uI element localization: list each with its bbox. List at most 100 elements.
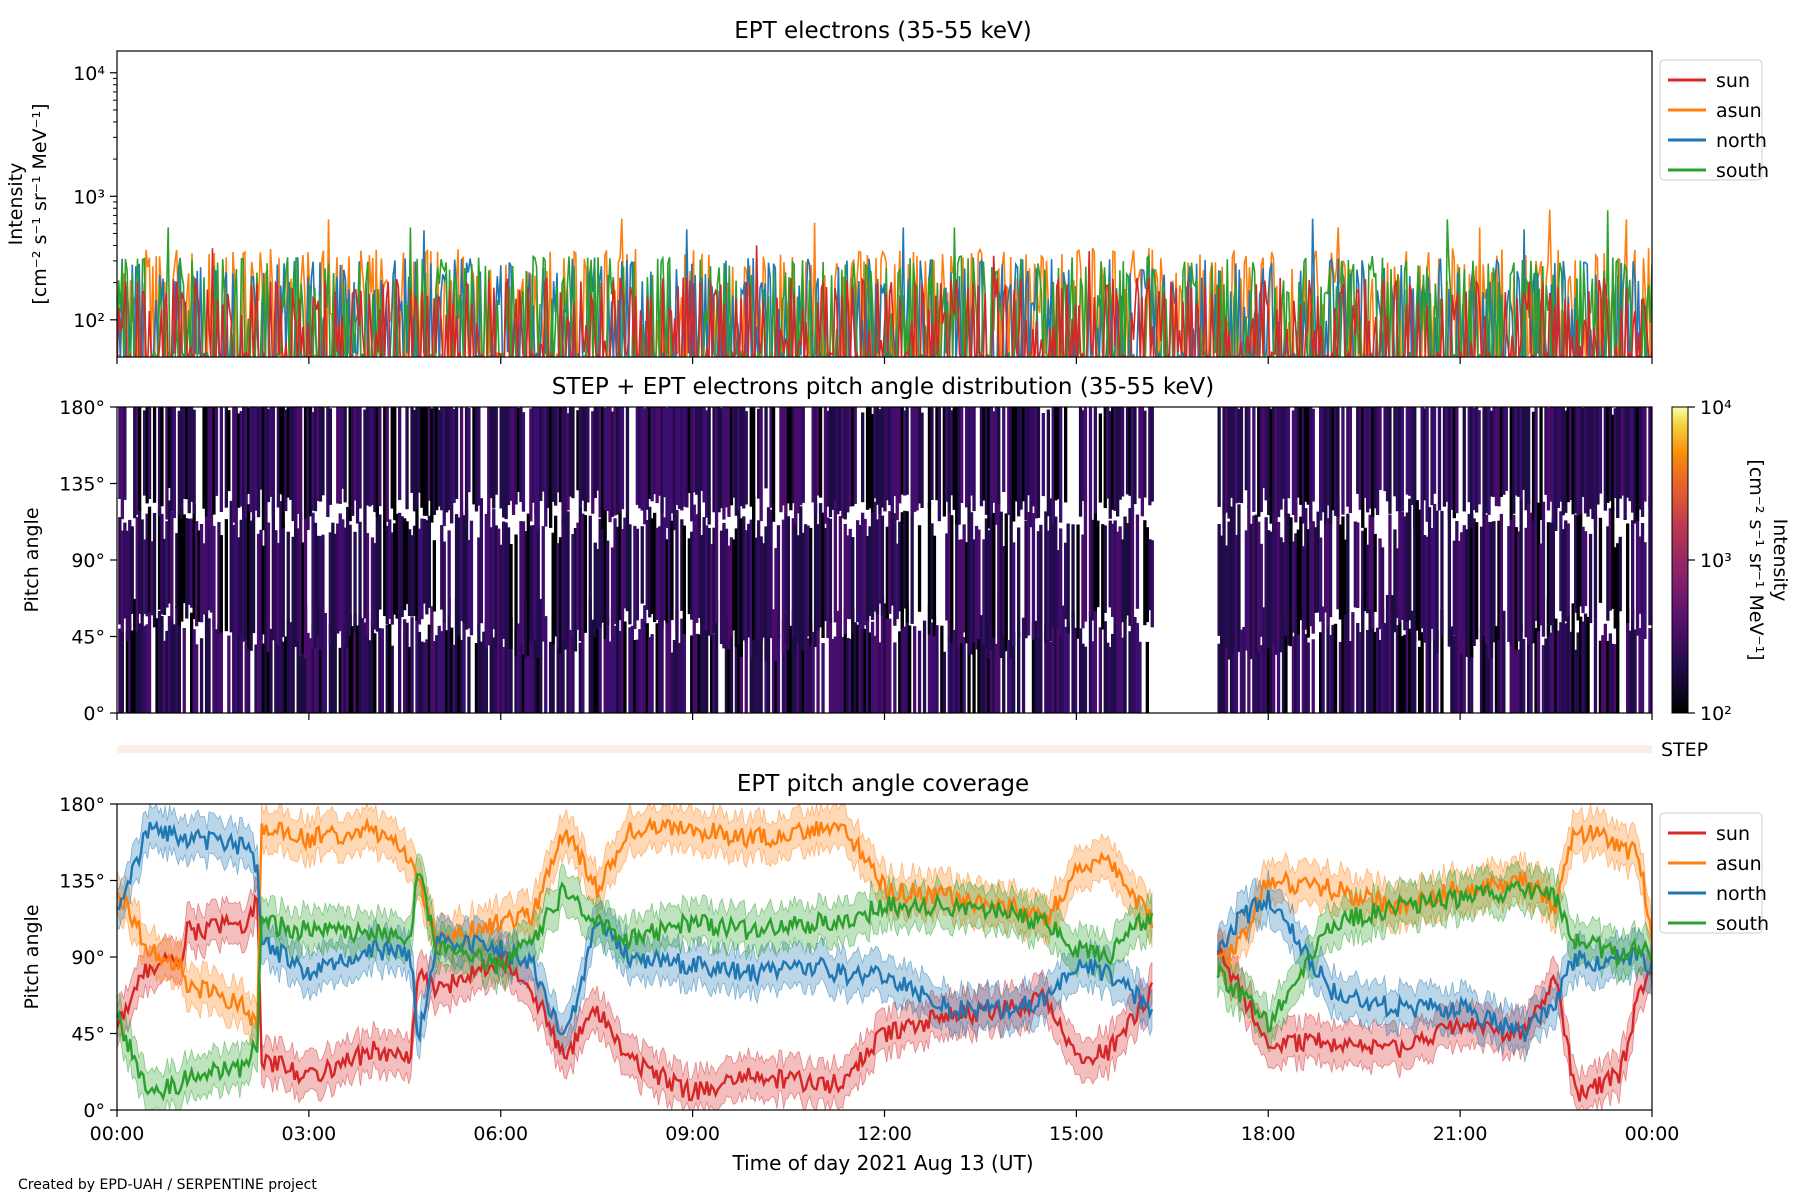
pad-cell [1111,407,1115,510]
pad-cell [737,407,741,511]
pad-cell [895,543,899,620]
y-tick-label: 180° [59,397,105,419]
pad-cell [202,543,206,615]
pad-cell [749,519,753,658]
pad-cell [370,537,375,627]
pad-cell [544,407,548,527]
pad-cell [1125,523,1130,616]
pad-cell [1529,635,1533,713]
pad-cell [1492,407,1496,497]
pad-cell [204,608,209,713]
pad-cell [284,409,288,512]
pad-cell [506,407,511,506]
pad-cell [1269,606,1273,713]
pad-cell [729,537,734,637]
pad-cell [167,407,172,488]
pad-cell [1531,411,1536,521]
pad-cell [407,646,412,713]
pad-cell [610,547,615,636]
pad-cell [1616,543,1620,627]
pad-cell [1338,524,1343,620]
pad-cell [1554,407,1558,531]
pad-cell [1564,520,1568,622]
pad-cell [982,635,986,713]
pad-cell [1150,540,1154,628]
pad-cell [1284,500,1288,637]
pad-cell [558,407,563,503]
pad-cell [1504,407,1508,491]
pad-cell [635,407,639,505]
pad-cell [202,407,206,509]
pad-cell [702,407,706,503]
pad-cell [947,407,951,513]
x-tick-label: 21:00 [1433,1123,1488,1145]
pad-cell [1304,508,1308,630]
pad-cell [863,518,867,626]
pad-cell [155,618,159,713]
pad-cell [1452,636,1456,713]
pad-cell [1430,407,1434,506]
pad-cell [1395,625,1400,713]
pad-cell [492,509,496,630]
pad-cell [878,503,882,604]
pad-cell [1455,407,1459,514]
pad-cell [415,615,419,713]
pad-cell [1576,407,1580,516]
pad-cell [712,633,716,713]
pad-cell [1254,514,1258,654]
pad-cell [1036,531,1041,637]
pad-cell [410,535,414,617]
pad-cell [1056,407,1060,500]
pad-cell [1103,407,1107,509]
pad-cell [977,529,981,640]
pad-cell [593,407,597,499]
pad-cell [417,528,422,625]
pad-cell [1274,407,1278,523]
panel2-y-ticks: 0° 45° 90° 135° 180° [59,397,117,725]
pad-cell [1633,407,1637,524]
pad-cell [786,638,790,713]
pad-cell [905,511,909,623]
pad-cell [1128,631,1132,713]
pad-cell [1395,548,1400,619]
panel2-plot-area: 0° 45° 90° 135° 180° [59,397,1653,725]
pad-cell [752,495,756,641]
pad-cell [118,628,122,713]
pad-cell [717,407,721,513]
pad-cell [890,407,894,513]
pad-cell [247,613,251,713]
pad-cell [1623,407,1627,520]
pad-cell [143,625,147,713]
pad-cell [658,526,662,623]
pad-cell [489,407,493,499]
pad-cell [1051,407,1055,525]
pad-cell [804,622,808,713]
pad-cell [1358,407,1362,510]
pad-cell [251,407,256,519]
panel1-ylabel-line1: Intensity [5,163,27,246]
pad-cell [883,407,887,512]
pad-cell [437,625,441,713]
pad-cell [1529,512,1533,639]
pad-cell [138,623,142,713]
pad-cell [284,636,288,713]
pad-cell [432,407,436,515]
pad-cell [435,635,439,713]
pad-cell [838,616,842,713]
pad-cell [511,407,516,515]
pad-cell [1514,613,1518,713]
pad-cell [719,408,724,509]
pad-cell [1522,638,1526,713]
pad-cell [1054,619,1058,713]
pad-cell [541,526,545,642]
pad-cell [1002,407,1006,492]
pad-cell [1326,518,1330,628]
pad-cell [1571,603,1575,713]
pad-cell [1559,622,1563,713]
pad-cell [841,636,845,713]
pad-cell [128,519,132,640]
pad-cell [1331,624,1335,713]
y-tick-label: 135° [59,474,105,496]
pad-cell [613,407,617,516]
pad-cell [1024,407,1028,521]
